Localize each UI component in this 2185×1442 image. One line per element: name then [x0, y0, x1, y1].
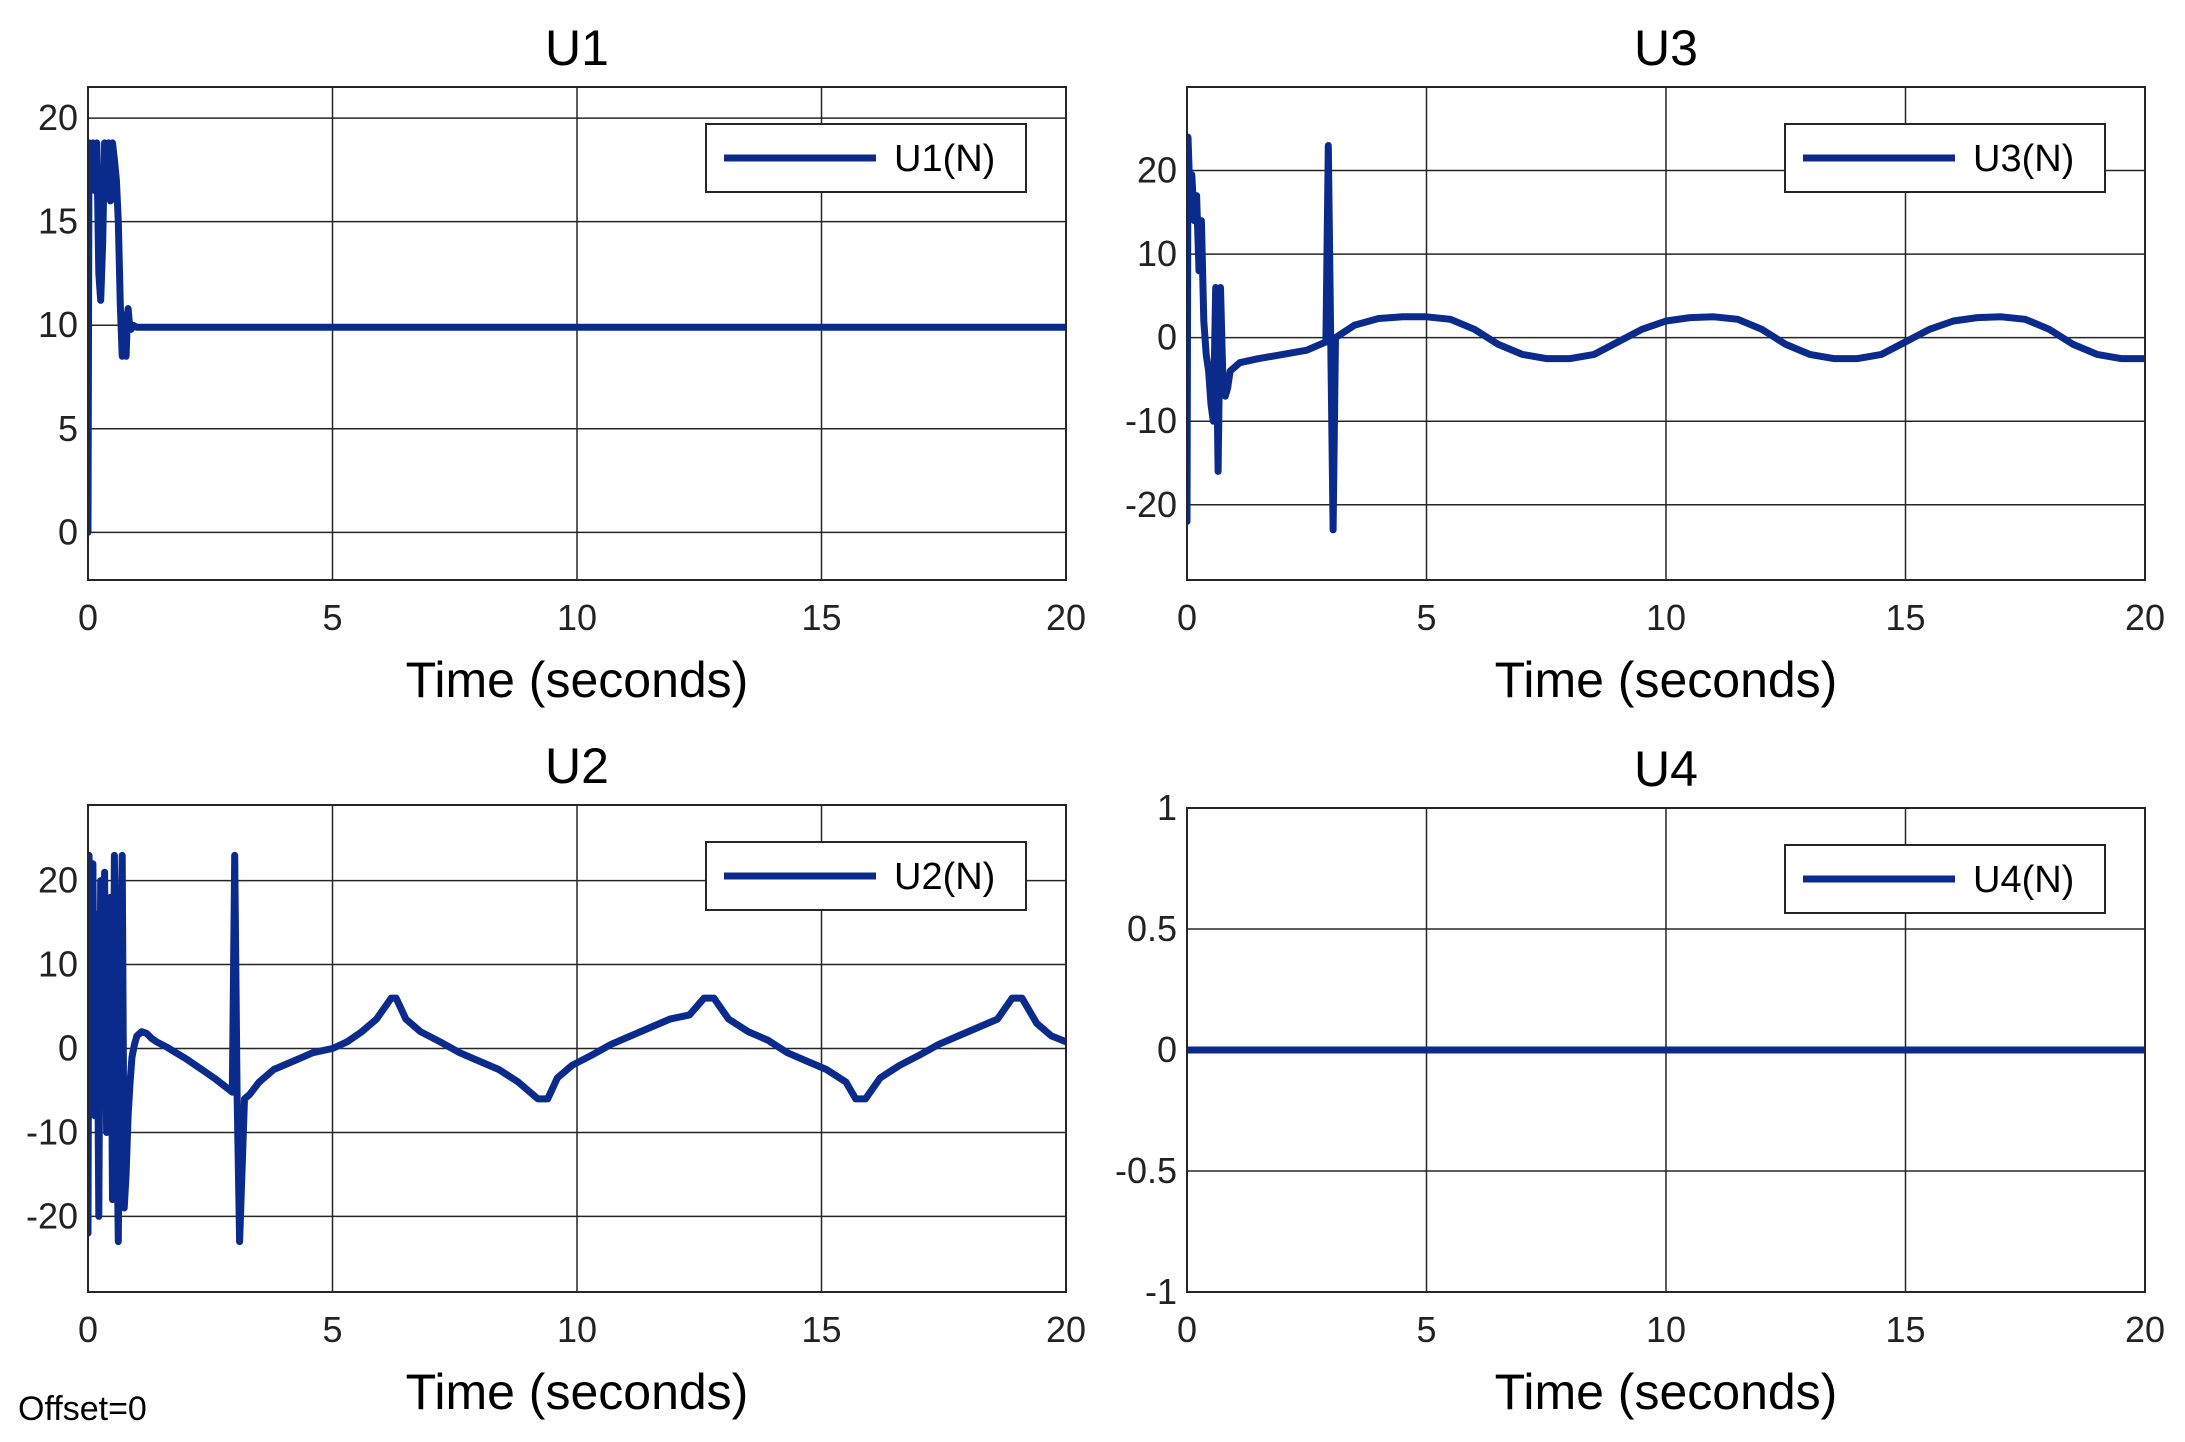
x-tick-label: 20: [1046, 597, 1086, 638]
chart-u3: 0 5 10 15 20 -20 -10 0 10 20 U3 Time (seconds) U3(N): [1125, 20, 2165, 708]
x-tick-label: 20: [2125, 1309, 2165, 1350]
legend-u4: U4(N): [1784, 844, 2106, 914]
axes-frame-u4: [1186, 807, 2146, 1293]
offset-label: Offset=0: [18, 1390, 147, 1428]
legend-u2: U2(N): [705, 841, 1027, 911]
x-tick-label: 20: [2125, 597, 2165, 638]
legend-entry: U4(N): [1973, 859, 2074, 901]
y-tick-label: 15: [38, 201, 78, 242]
x-tick-label: 15: [1885, 1309, 1925, 1350]
series-line-u1: [88, 139, 1066, 536]
chart-u1: 0 5 10 15 20 0 5 10 15 20 U1 Time (seconds) U1(N): [38, 20, 1086, 708]
legend-u1: U1(N): [705, 123, 1027, 193]
x-tick-label: 10: [557, 597, 597, 638]
x-tick-label: 20: [1046, 1309, 1086, 1350]
y-tick-label: 1: [1157, 787, 1177, 828]
y-tick-label: 20: [38, 860, 78, 901]
series-line-u3: [1187, 133, 2145, 534]
x-tick-label: 10: [557, 1309, 597, 1350]
y-tick-label: 10: [38, 304, 78, 345]
chart-title: U2: [545, 738, 609, 794]
y-tick-label: 10: [38, 944, 78, 985]
x-tick-label: 15: [801, 1309, 841, 1350]
y-tick-label: -20: [26, 1195, 78, 1236]
x-tick-label: 15: [1885, 597, 1925, 638]
axes-frame-u1: [87, 86, 1067, 581]
y-tick-label: 10: [1137, 233, 1177, 274]
y-tick-label: 0: [58, 1028, 78, 1069]
y-tick-label: 20: [1137, 150, 1177, 191]
x-tick-label: 5: [1416, 1309, 1436, 1350]
chart-u2: 0 5 10 15 20 -20 -10 0 10 20 U2 Time (seconds) U2(N): [26, 738, 1086, 1420]
legend-entry: U2(N): [894, 856, 995, 898]
x-axis-label: Time (seconds): [406, 652, 749, 708]
legend-u3: U3(N): [1784, 123, 2106, 193]
legend-entry: U1(N): [894, 138, 995, 180]
axes-frame-u3: [1186, 86, 2146, 581]
series-line-u2: [88, 851, 1066, 1246]
y-tick-label: -1: [1145, 1271, 1177, 1312]
x-tick-label: 0: [1177, 1309, 1197, 1350]
y-tick-label: 0: [1157, 317, 1177, 358]
y-tick-label: -20: [1125, 484, 1177, 525]
x-tick-label: 10: [1646, 597, 1686, 638]
y-tick-label: -10: [26, 1111, 78, 1152]
y-tick-label: 0: [58, 511, 78, 552]
x-tick-label: 15: [801, 597, 841, 638]
chart-u4: 0 5 10 15 20 -1 -0.5 0 0.5 1 U4 Time (seconds) U4(N): [1115, 741, 2165, 1420]
x-tick-label: 5: [1416, 597, 1436, 638]
y-tick-label: 0.5: [1127, 908, 1177, 949]
y-tick-label: 0: [1157, 1029, 1177, 1070]
x-tick-label: 10: [1646, 1309, 1686, 1350]
x-tick-label: 0: [1177, 597, 1197, 638]
chart-title: U1: [545, 20, 609, 76]
x-tick-label: 5: [322, 1309, 342, 1350]
x-axis-label: Time (seconds): [1495, 1364, 1838, 1420]
legend-entry: U3(N): [1973, 138, 2074, 180]
y-tick-label: 5: [58, 408, 78, 449]
y-tick-label: 20: [38, 97, 78, 138]
chart-title: U4: [1634, 741, 1698, 797]
axes-frame-u2: [87, 804, 1067, 1293]
x-tick-label: 5: [322, 597, 342, 638]
chart-title: U3: [1634, 20, 1698, 76]
x-tick-label: 0: [78, 597, 98, 638]
y-tick-label: -10: [1125, 400, 1177, 441]
x-axis-label: Time (seconds): [1495, 652, 1838, 708]
y-tick-label: -0.5: [1115, 1150, 1177, 1191]
x-axis-label: Time (seconds): [406, 1364, 749, 1420]
x-tick-label: 0: [78, 1309, 98, 1350]
